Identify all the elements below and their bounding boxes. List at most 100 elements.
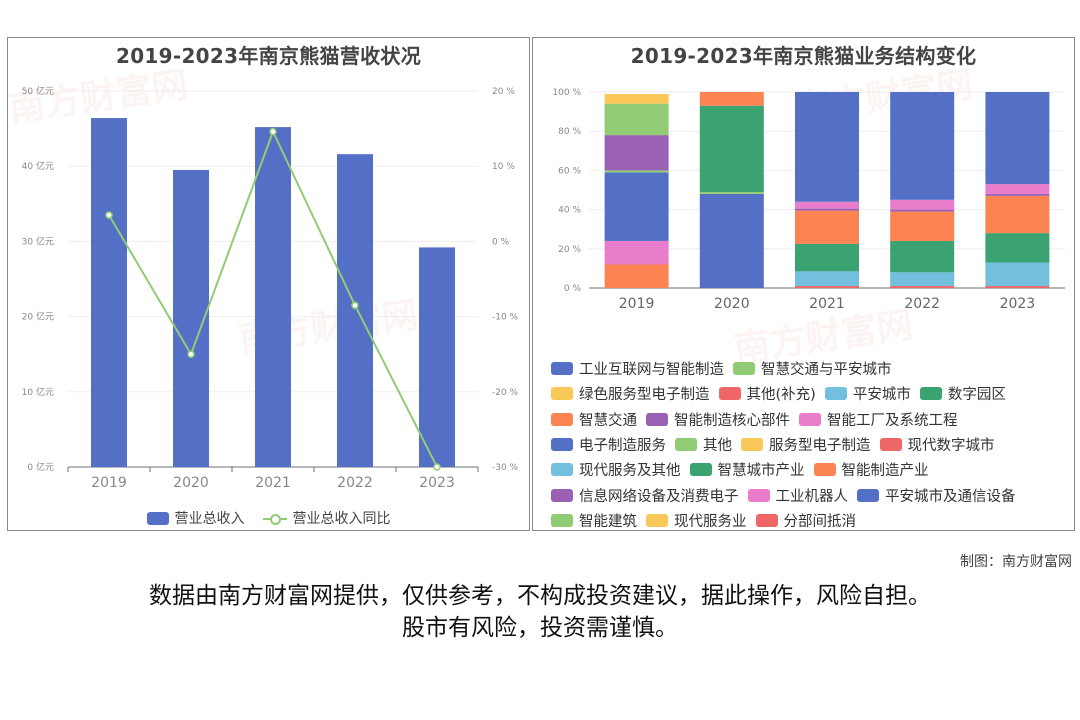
legend-label: 智能建筑 — [579, 513, 637, 530]
legend-item[interactable]: 平安城市 — [824, 383, 911, 404]
legend-label: 绿色服务型电子制造 — [579, 387, 710, 404]
x-tick-label: 2019 — [619, 296, 655, 312]
legend-label: 其他 — [703, 438, 732, 455]
legend-item[interactable]: 其他 — [675, 434, 732, 455]
x-tick-label: 2021 — [809, 296, 845, 312]
revenue-chart-svg: 0 亿元 10 亿元 20 亿元 30 亿元 40 亿元 50 亿元 -30 % -20 % -… — [22, 85, 519, 491]
x-tick-label: 2023 — [1000, 296, 1036, 312]
revenue-bar — [91, 118, 127, 468]
stacked-bar-segment — [604, 240, 669, 265]
legend-swatch — [718, 387, 741, 401]
legend-row: 智能建筑 现代服务业 分部间抵消 — [551, 508, 1071, 530]
legend-item[interactable]: 智能制造核心部件 — [646, 409, 790, 430]
legend-item-yoy[interactable]: 营业总收入同比 — [262, 508, 391, 528]
stacked-bar-segment — [604, 135, 669, 171]
legend-item-revenue[interactable]: 营业总收入 — [146, 508, 245, 528]
legend-item[interactable]: 平安城市及通信设备 — [857, 485, 1016, 506]
legend-row: 现代服务及其他 智慧城市产业 智能制造产业 — [551, 457, 1071, 482]
legend-item[interactable]: 工业机器人 — [747, 485, 849, 506]
y2-tick-label: -10 % — [492, 313, 519, 323]
yoy-point — [433, 463, 441, 471]
legend-label: 智能工厂及系统工程 — [827, 412, 958, 429]
stacked-bar-segment — [890, 92, 955, 200]
legend-swatch — [551, 488, 573, 502]
stacked-bar-segment — [985, 262, 1050, 287]
legend-swatch — [799, 412, 821, 426]
y-tick-label: 40 % — [558, 206, 581, 216]
stacked-bar-segment — [890, 211, 955, 241]
legend-swatch-bar — [146, 511, 169, 525]
legend-swatch — [824, 387, 847, 401]
structure-chart-svg: 0 % 20 % 40 % 60 % 80 % 100 % 2019 2020 2021 2022… — [552, 88, 1065, 312]
legend-item[interactable]: 智能建筑 — [551, 510, 637, 530]
legend-item[interactable]: 数字园区 — [919, 383, 1006, 404]
legend-swatch — [551, 438, 573, 452]
y-tick-label: 60 % — [558, 166, 581, 176]
stacked-bar-segment — [985, 92, 1050, 185]
stacked-bar-segment — [985, 184, 1050, 194]
y-tick-label: 50 亿元 — [22, 85, 54, 97]
legend-row: 信息网络设备及消费电子 工业机器人 平安城市及通信设备 — [551, 482, 1071, 507]
legend-item[interactable]: 智慧交通与平安城市 — [733, 358, 892, 379]
legend-label: 分部间抵消 — [783, 513, 857, 530]
legend-item[interactable]: 分部间抵消 — [755, 510, 857, 530]
legend-item[interactable]: 电子制造服务 — [551, 434, 666, 455]
stacked-bar-segment — [985, 195, 1050, 234]
x-tick-label: 2022 — [337, 475, 373, 491]
revenue-chart-legend: 营业总收入 营业总收入同比 — [8, 508, 529, 528]
y-tick-label: 100 % — [552, 88, 581, 98]
legend-label: 服务型电子制造 — [769, 438, 871, 455]
legend-label: 平安城市及通信设备 — [885, 488, 1016, 505]
legend-item[interactable]: 智慧交通 — [551, 409, 637, 430]
legend-label: 电子制造服务 — [579, 438, 666, 455]
legend-item[interactable]: 现代服务及其他 — [551, 459, 681, 480]
revenue-bar — [173, 169, 209, 467]
legend-item[interactable]: 现代服务业 — [646, 510, 747, 530]
legend-item[interactable]: 绿色服务型电子制造 — [551, 383, 710, 404]
legend-label: 智慧城市产业 — [717, 463, 805, 480]
stacked-bar-segment — [795, 208, 859, 211]
y2-tick-label: 0 % — [492, 237, 510, 247]
legend-swatch — [551, 387, 573, 401]
legend-item[interactable]: 现代数字城市 — [879, 434, 995, 455]
revenue-bar — [255, 127, 291, 467]
stacked-bar-segment — [699, 92, 764, 106]
stacked-bar-segment — [795, 201, 859, 209]
legend-label: 工业机器人 — [775, 488, 849, 505]
y-tick-label: 30 亿元 — [22, 235, 54, 247]
legend-item[interactable]: 服务型电子制造 — [741, 434, 871, 455]
stacked-bar-segment — [604, 93, 669, 104]
legend-item[interactable]: 信息网络设备及消费电子 — [551, 485, 739, 506]
x-tick-label: 2021 — [255, 475, 291, 491]
legend-item[interactable]: 其他(补充) — [718, 383, 816, 404]
structure-chart-legend: 工业互联网与智能制造 智慧交通与平安城市绿色服务型电子制造 其他(补充) 平安城市 数字… — [551, 356, 1071, 530]
x-tick-label: 2020 — [714, 296, 750, 312]
stacked-bar-segment — [985, 286, 1050, 288]
legend-label: 工业互联网与智能制造 — [579, 362, 724, 379]
yoy-point — [187, 350, 195, 358]
legend-swatch — [551, 463, 573, 477]
legend-label: 现代数字城市 — [907, 438, 995, 455]
y2-tick-label: -20 % — [492, 388, 519, 398]
y-tick-label: 0 % — [564, 284, 582, 294]
x-tick-label: 2023 — [419, 475, 455, 491]
legend-swatch — [551, 513, 573, 527]
y2-tick-label: -30 % — [492, 463, 519, 473]
legend-row: 智慧交通 智能制造核心部件 智能工厂及系统工程 — [551, 407, 1071, 432]
legend-item[interactable]: 智能制造产业 — [813, 459, 929, 480]
stacked-bar-segment — [604, 172, 669, 241]
stacked-bar-segment — [985, 193, 1050, 196]
yoy-point — [269, 127, 277, 136]
y2-tick-label: 10 % — [492, 162, 515, 172]
x-tick-label: 2022 — [904, 296, 940, 312]
legend-row: 工业互联网与智能制造 智慧交通与平安城市 — [551, 356, 1071, 381]
legend-item[interactable]: 智慧城市产业 — [689, 459, 805, 480]
stacked-bar-segment — [604, 170, 669, 173]
legend-swatch — [857, 488, 879, 502]
legend-item[interactable]: 工业互联网与智能制造 — [551, 358, 724, 379]
stacked-bar-segment — [985, 233, 1050, 263]
y2-tick-label: 20 % — [492, 87, 515, 97]
legend-item[interactable]: 智能工厂及系统工程 — [799, 409, 958, 430]
stacked-bar-segment — [699, 193, 764, 288]
stacked-bar-segment — [795, 210, 859, 244]
